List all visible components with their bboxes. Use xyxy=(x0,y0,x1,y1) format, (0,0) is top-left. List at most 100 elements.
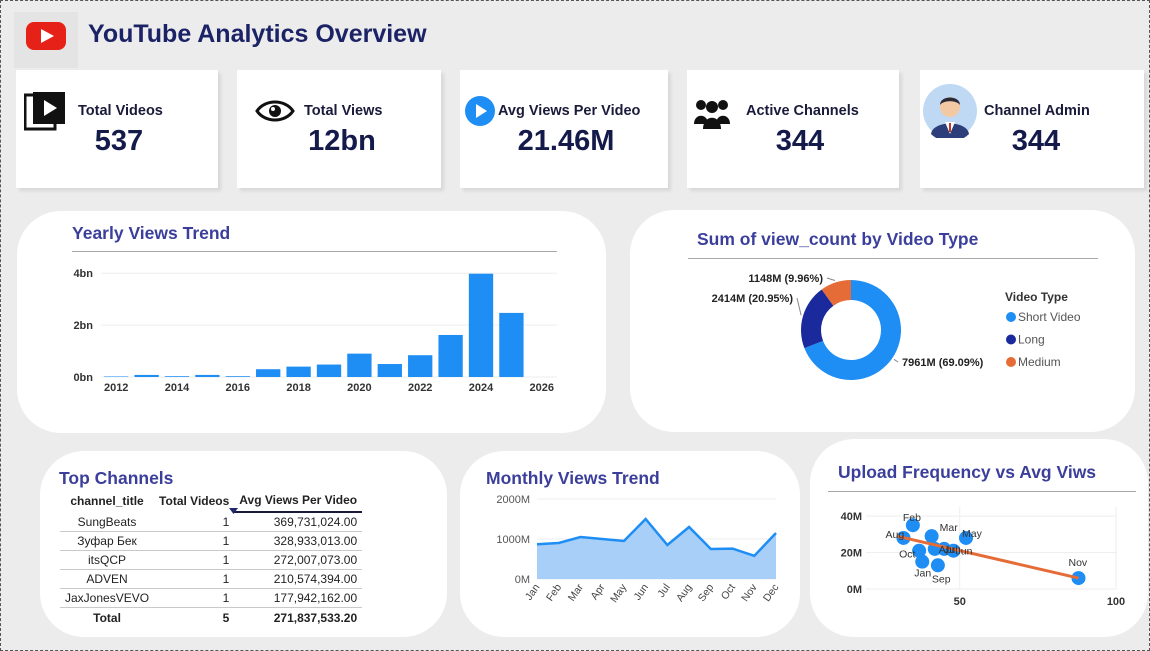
title-divider xyxy=(828,491,1136,492)
y-tick-label: 0bn xyxy=(73,372,93,384)
kpi-value: 537 xyxy=(94,125,144,157)
x-tick-label: 2018 xyxy=(286,382,310,394)
kpi-label: Total Videos xyxy=(78,103,163,119)
point-label: Feb xyxy=(903,512,921,524)
x-tick-label: Dec xyxy=(761,582,782,604)
y-tick-label: 0M xyxy=(515,574,530,586)
cell-channel-title: Зуфар Бек xyxy=(60,531,155,551)
x-tick-label: Oct xyxy=(719,582,738,602)
scatter-point xyxy=(959,530,973,545)
kpi-value: 344 xyxy=(775,125,825,157)
kpi-total-videos: Total Videos 537 xyxy=(16,70,218,188)
point-label: Jun xyxy=(956,546,973,558)
x-tick-label: 2014 xyxy=(165,382,190,394)
cell-channel-title: ADVEN xyxy=(60,569,155,589)
x-tick-label: May xyxy=(608,581,630,605)
column-header-total-videos[interactable]: Total Videos xyxy=(159,493,230,508)
point-label: Aug xyxy=(886,529,905,541)
legend-entry: Short Video xyxy=(1018,310,1081,324)
kpi-label: Channel Admin xyxy=(984,103,1090,119)
kpi-value: 344 xyxy=(1011,125,1061,157)
play-circle-icon xyxy=(465,96,495,126)
legend-entry: Medium xyxy=(1018,355,1061,369)
table-row[interactable]: ADVEN 1 210,574,394.00 xyxy=(60,569,363,589)
x-tick-label: Jun xyxy=(632,582,652,603)
point-label: May xyxy=(962,528,983,540)
cell-channel-title: JaxJonesVEVO xyxy=(60,588,155,608)
kpi-active-channels: Active Channels 344 xyxy=(687,70,899,188)
point-label: Sep xyxy=(932,573,951,585)
card-title: Top Channels xyxy=(59,468,174,488)
bar xyxy=(438,334,463,377)
donut-slice xyxy=(801,289,834,349)
y-tick-label: 2bn xyxy=(73,320,93,332)
bar xyxy=(468,273,494,377)
cell-avg-views: 210,574,394.00 xyxy=(234,569,363,589)
cell-total-videos: 1 xyxy=(154,569,235,589)
point-label: Apr xyxy=(939,544,956,556)
column-header-avg-views[interactable]: Avg Views Per Video xyxy=(234,491,363,513)
donut-slice xyxy=(821,280,851,306)
legend-marker xyxy=(1006,357,1016,367)
table-row[interactable]: SungBeats 1 369,731,024.00 xyxy=(60,512,363,532)
yearly-bar-chart: 0bn 2bn 4bn 2012 2014 2016 2018 2020 2022 2024 202… xyxy=(73,268,557,394)
scatter-point xyxy=(924,529,939,544)
cell-avg-views: 328,933,013.00 xyxy=(234,531,363,551)
top-channels-table: channel_title Total Videos Avg Views Per… xyxy=(60,491,363,628)
data-label: 1148M (9.96%) xyxy=(748,273,823,285)
leader-line xyxy=(826,277,836,282)
admin-avatar-icon xyxy=(923,84,977,138)
title-divider xyxy=(72,251,557,252)
table-row[interactable]: Зуфар Бек 1 328,933,013.00 xyxy=(60,531,363,551)
column-header-channel-title[interactable]: channel_title xyxy=(70,493,144,508)
point-label: Mar xyxy=(940,522,959,534)
y-tick-label: 0M xyxy=(847,584,862,596)
x-tick-label: 2024 xyxy=(469,382,494,394)
cell-channel-title: Total xyxy=(93,611,121,625)
card-title: Upload Frequency vs Avg Viws xyxy=(838,462,1097,482)
series-line xyxy=(536,517,777,558)
bar xyxy=(256,369,281,377)
y-tick-label: 4bn xyxy=(73,268,93,280)
scatter-point xyxy=(915,554,930,569)
x-tick-label: Feb xyxy=(544,582,564,604)
bar xyxy=(164,376,190,377)
x-tick-label: Jul xyxy=(655,582,673,600)
cell-avg-views: 271,837,533.20 xyxy=(273,611,358,625)
x-tick-label: 2022 xyxy=(408,382,432,394)
eye-icon xyxy=(255,100,295,122)
bar xyxy=(408,355,433,377)
users-group-icon xyxy=(694,100,730,129)
cell-avg-views: 272,007,073.00 xyxy=(234,550,363,570)
x-tick-label: Mar xyxy=(566,581,586,603)
point-label: Jul xyxy=(944,544,957,556)
table-row[interactable]: JaxJonesVEVO 1 177,942,162.00 xyxy=(60,588,363,608)
sort-descending-icon[interactable] xyxy=(229,508,238,514)
point-label: Nov xyxy=(1069,557,1088,569)
upload-frequency-card: Upload Frequency vs Avg Viws 0M 20M 40M 50 1… xyxy=(810,439,1148,637)
yearly-views-card: Yearly Views Trend 0bn 2bn 4bn 2012 2014 2016… xyxy=(17,211,606,433)
trend-line xyxy=(896,534,1079,580)
x-tick-label: 2016 xyxy=(226,382,250,394)
table-row[interactable]: itsQCP 1 272,007,073.00 xyxy=(60,550,363,570)
area-fill xyxy=(537,519,776,579)
table-total-row[interactable]: Total 5 271,837,533.20 xyxy=(60,608,362,628)
leader-line xyxy=(796,297,802,316)
kpi-value: 12bn xyxy=(308,125,376,157)
x-tick-label: 100 xyxy=(1107,596,1125,608)
cell-total-videos: 1 xyxy=(154,550,235,570)
cell-total-videos: 5 xyxy=(222,611,230,625)
x-tick-label: Sep xyxy=(696,582,717,604)
youtube-logo-icon xyxy=(26,22,66,50)
video-library-icon xyxy=(24,92,65,131)
upload-frequency-scatter-chart: 0M 20M 40M 50 100 Feb Aug Mar May Oct Jan AprJulJun… xyxy=(841,507,1125,608)
x-tick-label: Nov xyxy=(739,581,760,604)
kpi-channel-admin: Channel Admin 344 xyxy=(920,70,1144,188)
video-type-donut-chart: 7961M (69.09%) 2414M (20.95%) 1148M (9.96%… xyxy=(712,273,1081,380)
bar xyxy=(104,376,129,377)
x-tick-label: 50 xyxy=(954,596,966,608)
kpi-avg-views: Avg Views Per Video 21.46M xyxy=(460,70,668,188)
kpi-label: Active Channels xyxy=(746,103,859,119)
y-tick-label: 2000M xyxy=(496,494,530,506)
